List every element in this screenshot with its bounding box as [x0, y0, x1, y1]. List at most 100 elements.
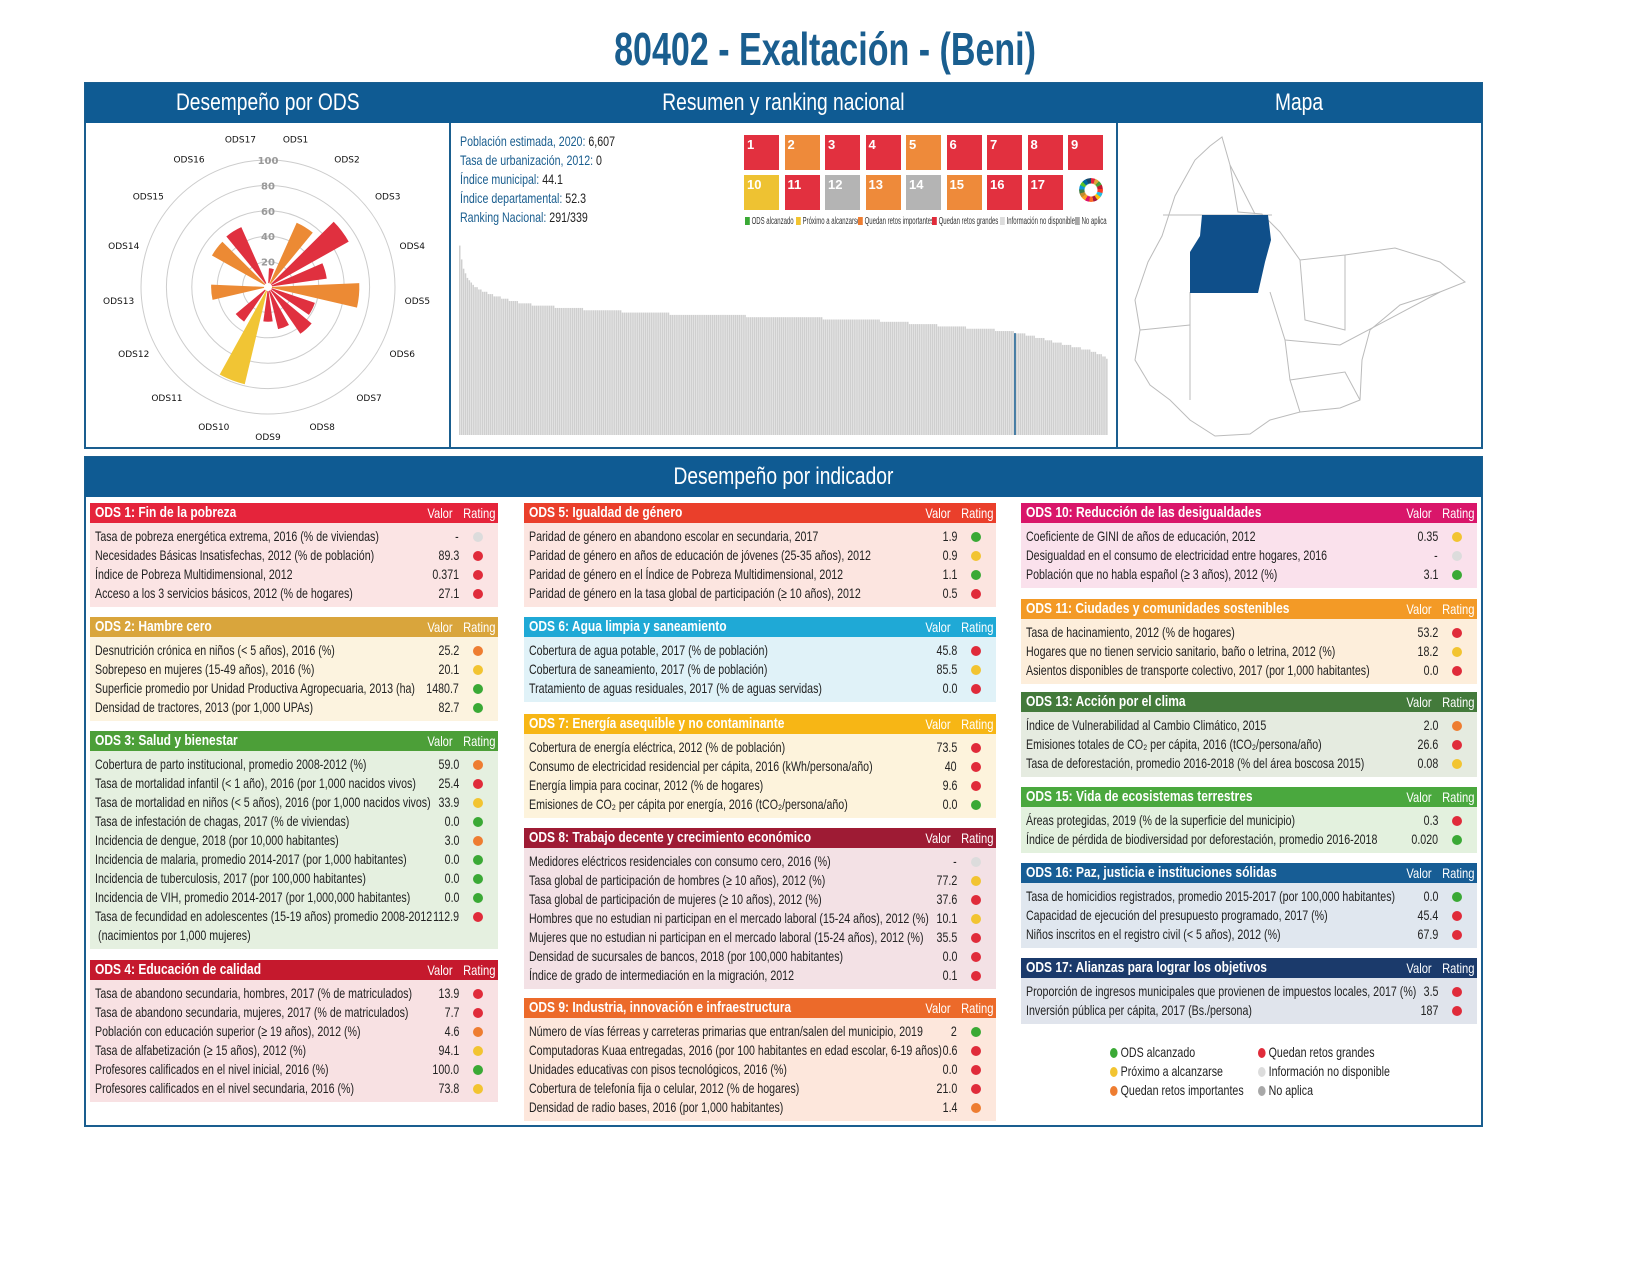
- section-title: ODS 15: Vida de ecosistemas terrestres: [1026, 788, 1253, 805]
- ranking-bar: [533, 305, 536, 435]
- ranking-bar: [460, 259, 463, 435]
- value-column-header: Valor: [1406, 694, 1432, 710]
- ranking-bar: [874, 319, 876, 435]
- ranking-bar: [721, 314, 723, 435]
- ranking-bar: [1008, 331, 1010, 435]
- rating-dot: [473, 703, 483, 713]
- section-body: Cobertura de parto institucional, promed…: [90, 751, 498, 949]
- rating-dot: [473, 589, 483, 599]
- ods-9-icon: 9: [1068, 135, 1103, 170]
- ranking-bar: [977, 328, 980, 435]
- ranking-bar: [608, 310, 610, 435]
- indicator-value: 9.6: [942, 777, 957, 793]
- section-body: Índice de Vulnerabilidad al Cambio Climá…: [1021, 712, 1477, 777]
- ranking-bar: [1077, 347, 1079, 435]
- ranking-bar: [803, 317, 806, 435]
- polar-category-label: ODS10: [198, 423, 229, 433]
- ranking-bar: [675, 314, 677, 435]
- polar-gridline: [165, 184, 371, 390]
- ods-section: ODS 15: Vida de ecosistemas terrestres Va…: [1021, 787, 1477, 853]
- ranking-bar: [767, 317, 769, 435]
- section-body: Tasa de homicidios registrados, promedio…: [1021, 883, 1477, 948]
- ranking-bar: [466, 277, 469, 435]
- ranking-bar: [1037, 337, 1039, 435]
- summary-line: Tasa de urbanización, 2012: 0: [460, 151, 647, 170]
- ranking-bar: [499, 296, 501, 435]
- polar-bar-ods16: [226, 227, 267, 284]
- ranking-bar: [604, 310, 607, 435]
- section-body: Medidores eléctricos residenciales con c…: [524, 848, 996, 989]
- indicator-value: 85.5: [936, 661, 957, 677]
- rating-dot: [971, 895, 981, 905]
- ranking-bar: [855, 319, 857, 435]
- ranking-bar: [566, 307, 568, 435]
- indicator-row: Índice de Pobreza Multidimensional, 2012…: [90, 565, 498, 584]
- indicator-value: 33.9: [438, 794, 459, 810]
- value-column-header: Valor: [925, 619, 951, 635]
- ranking-bar: [805, 317, 808, 435]
- ranking-bar: [820, 317, 823, 435]
- ranking-bar: [956, 326, 959, 435]
- ranking-bar: [1019, 333, 1022, 435]
- ranking-bar: [933, 324, 936, 435]
- indicator-value: 4.6: [444, 1023, 459, 1039]
- rating-column-header: Rating: [1441, 505, 1474, 521]
- rating-column-header: Rating: [1441, 865, 1474, 881]
- ranking-bar: [780, 317, 783, 435]
- summary-label: Tasa de urbanización, 2012:: [460, 152, 594, 168]
- indicator-label: Cobertura de saneamiento, 2017 (% de pob…: [529, 661, 768, 677]
- indicator-value: 73.5: [936, 739, 957, 755]
- indicator-value: 1.1: [942, 566, 957, 582]
- ods-3-icon: 3: [825, 135, 860, 170]
- ranking-bar: [788, 317, 790, 435]
- ods-section: ODS 5: Igualdad de género Valor Rating Pari…: [524, 503, 996, 607]
- indicator-row: Paridad de género en la tasa global de p…: [524, 584, 996, 603]
- indicator-value: 0.35: [1417, 528, 1438, 544]
- rating-dot: [971, 743, 981, 753]
- section-title: ODS 5: Igualdad de género: [529, 504, 683, 521]
- ranking-bar: [512, 301, 515, 435]
- rating-dot: [1452, 628, 1462, 638]
- ranking-bar: [663, 312, 666, 435]
- ranking-bar: [748, 317, 750, 435]
- indicator-label: Paridad de género en años de educación d…: [529, 547, 871, 563]
- indicator-value: 0.3: [1423, 812, 1438, 828]
- summary-line: Población estimada, 2020: 6,607: [460, 132, 664, 151]
- legend-dot: [1110, 1067, 1118, 1077]
- indicator-label: Tasa de mortalidad en niños (< 5 años), …: [95, 794, 431, 810]
- rating-dot: [1452, 835, 1462, 845]
- polar-category-label: ODS16: [173, 155, 204, 165]
- ods-6-icon: 6: [946, 135, 982, 170]
- indicator-value: 0.371: [432, 566, 459, 582]
- indicator-label: Emisiones de CO₂ per cápita por energía,…: [529, 796, 848, 812]
- ranking-bar: [1094, 351, 1097, 435]
- ranking-bar: [815, 317, 817, 435]
- indicator-row: Índice de grado de intermediación en la …: [524, 966, 996, 985]
- ods-14-icon: 14: [906, 175, 941, 210]
- indicator-row: Computadoras Kuaa entregadas, 2016 (por …: [524, 1041, 996, 1060]
- indicator-row: Superficie promedio por Unidad Productiv…: [90, 679, 498, 698]
- ranking-bar: [910, 324, 913, 435]
- indicator-value: 77.2: [936, 872, 957, 888]
- ranking-bar: [830, 319, 832, 435]
- section-title: ODS 11: Ciudades y comunidades sostenibl…: [1026, 600, 1290, 617]
- indicator-value: 0.0: [942, 680, 957, 696]
- ranking-bar: [809, 317, 811, 435]
- rating-dot: [1452, 551, 1462, 561]
- ranking-bar: [686, 314, 689, 435]
- indicator-value: 0.0: [942, 796, 957, 812]
- indicator-value: 27.1: [438, 585, 459, 601]
- ranking-bar: [1025, 335, 1028, 435]
- rating-dot: [473, 646, 483, 656]
- indicator-label: Hogares que no tienen servicio sanitario…: [1026, 643, 1336, 659]
- ranking-bar: [981, 328, 984, 435]
- ranking-bar: [1060, 342, 1062, 435]
- ranking-bar: [527, 303, 530, 435]
- ranking-bar: [1006, 331, 1009, 435]
- ranking-bar: [912, 324, 915, 435]
- indicator-label: Superficie promedio por Unidad Productiv…: [95, 680, 415, 696]
- ods-12-icon: 12: [825, 175, 860, 210]
- ranking-bar: [1056, 342, 1058, 435]
- ranking-bar: [658, 312, 660, 435]
- ranking-bar: [926, 324, 928, 435]
